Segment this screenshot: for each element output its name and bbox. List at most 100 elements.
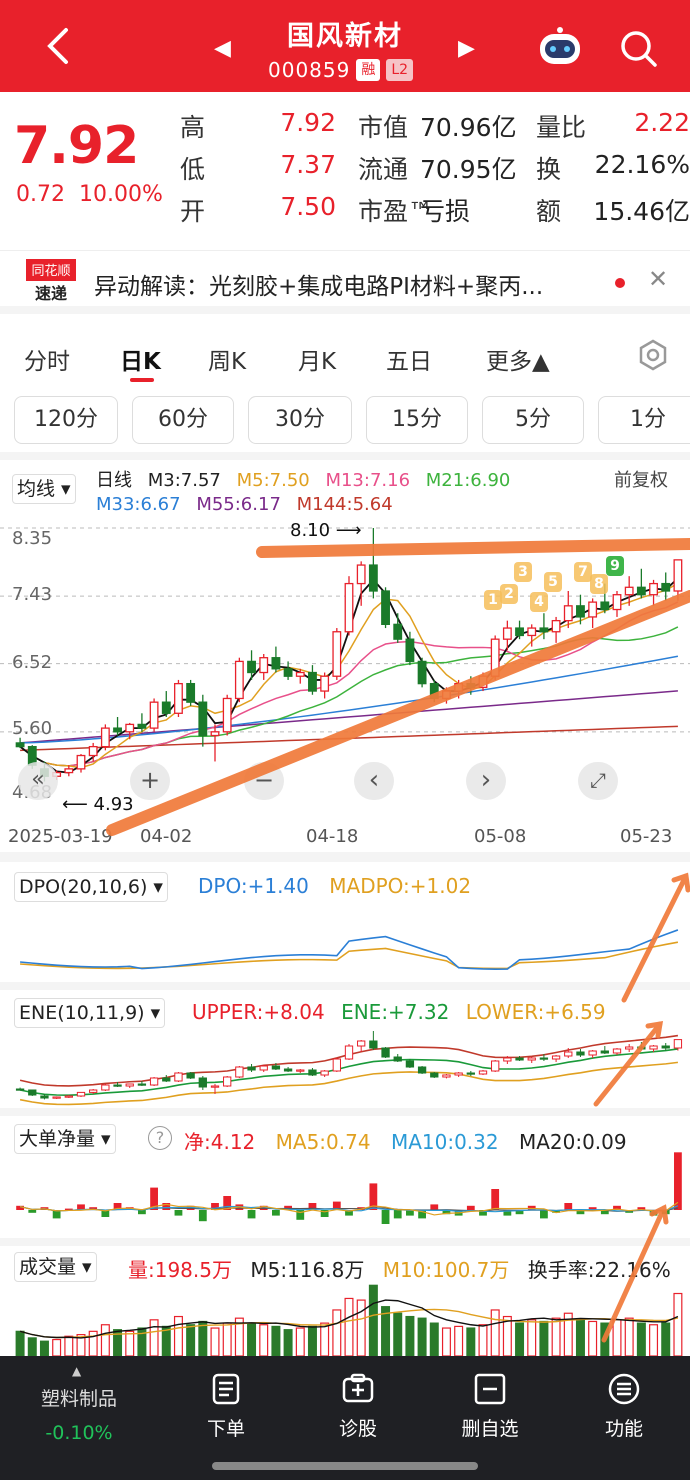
bigorder-chart[interactable]	[0, 1150, 690, 1238]
tab-daily[interactable]: 日K	[120, 349, 161, 375]
minute-15-button[interactable]: 15分	[366, 396, 468, 444]
tab-intraday[interactable]: 分时	[24, 349, 70, 375]
ene-select[interactable]: ENE(10,11,9) ▾	[14, 998, 166, 1028]
dpo-select[interactable]: DPO(20,10,6) ▾	[14, 872, 168, 902]
signal-badge[interactable]: 9	[606, 556, 624, 576]
settings-icon[interactable]	[636, 338, 670, 372]
ene-mid-line	[19, 1048, 679, 1097]
candle-body	[174, 682, 183, 714]
menu-circle-icon	[608, 1373, 640, 1405]
ene-chart[interactable]	[0, 1024, 690, 1108]
signal-badge[interactable]: 8	[590, 574, 608, 594]
volume-bar	[64, 1335, 74, 1356]
bigorder-bar	[247, 1210, 256, 1219]
quote-value: 22.16%	[594, 150, 690, 179]
next-stock-icon[interactable]: ▶	[458, 36, 475, 61]
bigorder-bar	[332, 1201, 341, 1210]
remove-watchlist-label: 删自选	[461, 1418, 519, 1440]
ene-candle-body	[454, 1072, 463, 1076]
zoom-out-button[interactable]: −	[244, 762, 284, 800]
caret-up-icon[interactable]: ▲	[72, 1364, 82, 1378]
minute-60-button[interactable]: 60分	[132, 396, 234, 444]
candle-body	[527, 627, 537, 637]
bigorder-bar	[272, 1210, 280, 1216]
bigorder-bar	[369, 1183, 378, 1210]
ma5-value: MA5:0.74	[275, 1130, 371, 1154]
collapse-left-button[interactable]: «	[18, 762, 58, 800]
volume-chart[interactable]	[0, 1280, 690, 1356]
bigorder-bar	[381, 1210, 390, 1224]
ma-values-row1: 日线 M3:7.57 M5:7.50 M13:7.16 M21:6.90	[96, 466, 510, 492]
bigorder-select[interactable]: 大单净量 ▾	[14, 1124, 116, 1154]
candle-body	[247, 660, 256, 674]
dpo-value: DPO:+1.40	[198, 874, 309, 898]
ene-candle-body	[198, 1077, 207, 1088]
scroll-right-button[interactable]: ›	[466, 762, 506, 800]
candle-body	[381, 590, 390, 625]
minute-1-button[interactable]: 1分	[598, 396, 690, 444]
signal-badge[interactable]: 5	[544, 572, 562, 592]
minute-5-button[interactable]: 5分	[482, 396, 584, 444]
volume-bar	[283, 1329, 293, 1356]
volume-select[interactable]: 成交量 ▾	[14, 1252, 97, 1282]
quote-row: 开 7.50 市盈™ 亏损 额 15.46亿	[180, 188, 690, 228]
ene-candle-body	[357, 1040, 366, 1047]
bigorder-bar	[16, 1205, 24, 1210]
close-icon[interactable]: ✕	[648, 265, 669, 293]
function-button[interactable]: 功能	[584, 1372, 664, 1441]
back-arrow-icon[interactable]	[38, 24, 82, 68]
y-tick-label: 5.60	[12, 718, 53, 739]
minute-120-button[interactable]: 120分	[14, 396, 118, 444]
ene-candle-body	[320, 1070, 329, 1076]
news-alert-bar[interactable]: 同花顺 速递 异动解读：光刻胶+集成电路PI材料+聚丙... ✕	[0, 250, 690, 314]
signal-badge[interactable]: 7	[574, 562, 592, 582]
volume-bar	[527, 1319, 537, 1356]
signal-badge[interactable]: 2	[500, 584, 518, 604]
signal-badge[interactable]: 4	[530, 592, 548, 612]
candle-body	[673, 559, 683, 592]
dpo-chart[interactable]	[0, 900, 690, 982]
svg-text:速递: 速递	[35, 284, 67, 303]
ene-candle-body	[235, 1066, 244, 1078]
ene-candle-body	[430, 1072, 439, 1078]
order-button[interactable]: 下单	[186, 1372, 266, 1441]
bigorder-bar	[540, 1210, 548, 1219]
volume-bar	[39, 1340, 49, 1356]
tab-more[interactable]: 更多▲	[486, 349, 550, 375]
sector-name[interactable]: 塑料制品	[40, 1388, 117, 1410]
quote-row: 高 7.92 市值 70.96亿 量比 2.22	[180, 104, 690, 144]
diagnose-button[interactable]: 诊股	[318, 1372, 398, 1441]
indicator-select[interactable]: 均线 ▾	[12, 474, 76, 504]
volume-bar	[368, 1284, 378, 1356]
tab-five-day[interactable]: 五日	[386, 349, 432, 375]
help-icon[interactable]: ?	[148, 1126, 172, 1150]
change-percent: 10.00%	[78, 182, 163, 207]
zoom-in-button[interactable]: +	[130, 762, 170, 800]
search-icon[interactable]	[618, 28, 658, 68]
adjust-label[interactable]: 前复权	[614, 470, 668, 491]
volume-bar	[405, 1315, 415, 1356]
bigorder-bar	[223, 1196, 232, 1210]
scroll-left-button[interactable]: ‹	[354, 762, 394, 800]
candle-body	[198, 701, 208, 737]
quote-value: 15.46亿	[593, 197, 690, 226]
fullscreen-button[interactable]: ⤢	[578, 762, 618, 800]
robot-assistant-icon[interactable]	[534, 24, 586, 68]
volume-bar	[588, 1320, 598, 1356]
volume-bar	[100, 1324, 110, 1356]
bigorder-bar	[174, 1210, 183, 1216]
tab-weekly[interactable]: 周K	[208, 349, 247, 375]
remove-watchlist-button[interactable]: 删自选	[450, 1372, 530, 1441]
ene-candle-body	[186, 1072, 195, 1079]
ene-candle-body	[564, 1051, 573, 1057]
signal-badge[interactable]: 3	[514, 562, 532, 582]
previous-stock-icon[interactable]: ◀	[214, 36, 231, 61]
ene-candle-body	[52, 1096, 61, 1099]
ma-value: M5:7.50	[236, 470, 310, 491]
tab-monthly[interactable]: 月K	[298, 349, 337, 375]
alert-text[interactable]: 异动解读：光刻胶+集成电路PI材料+聚丙...	[94, 274, 544, 300]
quote-label: 市盈™	[358, 197, 434, 226]
volume-bar	[137, 1327, 147, 1356]
minute-30-button[interactable]: 30分	[248, 396, 352, 444]
turnover-value: 换手率:22.16%	[527, 1258, 671, 1282]
